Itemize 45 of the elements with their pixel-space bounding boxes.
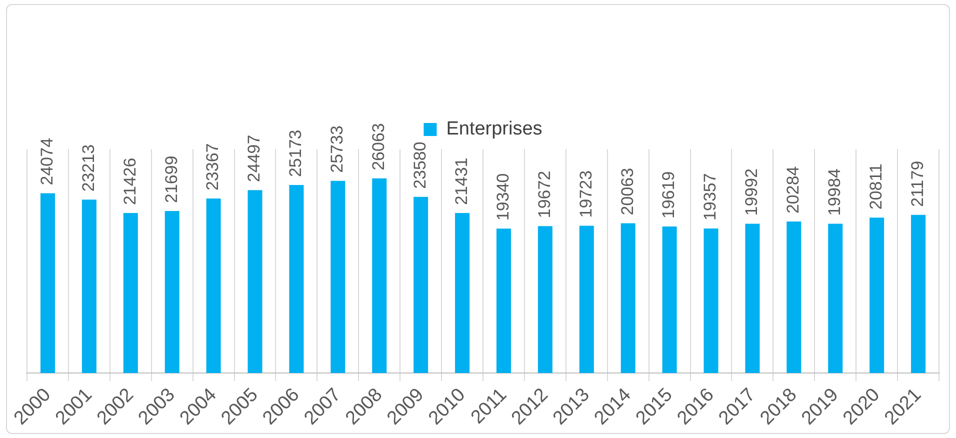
data-label: 19340 (493, 173, 512, 221)
bar (538, 226, 552, 373)
bar (911, 214, 926, 373)
legend-label: Enterprises (446, 118, 542, 140)
data-label: 24497 (244, 134, 264, 182)
data-label: 19619 (659, 171, 678, 219)
bar (40, 193, 55, 373)
bar (206, 198, 221, 373)
data-label: 21699 (162, 156, 181, 203)
bar (330, 180, 346, 373)
bar (870, 218, 884, 373)
bar (414, 196, 428, 373)
data-label: 21426 (120, 158, 140, 206)
bar (579, 226, 594, 373)
bar (372, 178, 387, 373)
bar (786, 222, 802, 373)
data-label: 20063 (618, 168, 637, 216)
data-label: 19357 (700, 173, 720, 220)
data-label: 21431 (452, 158, 471, 205)
data-label: 26063 (369, 123, 388, 170)
bar (662, 226, 677, 373)
data-label: 21179 (908, 160, 927, 207)
data-label: 19672 (534, 170, 554, 218)
bar (704, 228, 718, 373)
bar (620, 223, 636, 373)
bar (289, 185, 304, 373)
data-label: 24074 (37, 138, 56, 186)
data-label: 19723 (576, 170, 596, 218)
data-label: 20811 (866, 164, 886, 210)
bar (455, 212, 470, 373)
data-label: 23367 (203, 143, 222, 191)
data-label: 23213 (78, 144, 98, 192)
bar (164, 210, 180, 373)
data-label: 23580 (410, 142, 430, 189)
data-label: 20284 (784, 166, 803, 214)
data-label: 25173 (286, 130, 306, 178)
bar (82, 200, 96, 373)
bar (828, 224, 843, 373)
bar (123, 213, 138, 373)
data-label: 25733 (328, 126, 347, 173)
bar (248, 190, 262, 373)
data-label: 19992 (742, 168, 762, 216)
data-label: 19984 (825, 168, 844, 216)
bar (745, 224, 760, 373)
bar (496, 228, 511, 373)
